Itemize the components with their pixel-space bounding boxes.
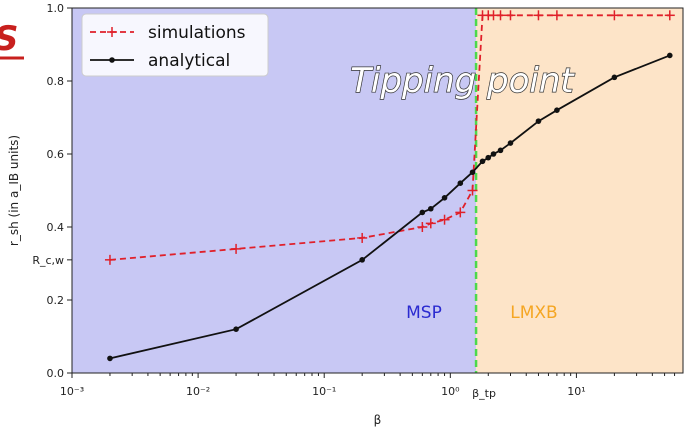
simulations-point xyxy=(104,254,115,265)
simulations-point xyxy=(417,222,428,232)
x-tick-label: 10⁻¹ xyxy=(312,385,336,398)
y-tick-label: 0.4 xyxy=(47,221,65,234)
background-regions xyxy=(72,8,683,373)
y-tick-label: 1.0 xyxy=(47,2,65,15)
analytical-point xyxy=(359,257,365,263)
analytical-point xyxy=(490,151,497,157)
y-tick-label: 0.8 xyxy=(47,75,65,88)
y-axis-label: r_sh (in a_IB units) xyxy=(7,135,21,246)
legend-marker-dot xyxy=(109,57,115,63)
analytical-point xyxy=(441,195,448,201)
y-tick-label: 0.0 xyxy=(47,367,65,380)
analytical-point xyxy=(469,169,476,176)
x-tick-label: 10⁰ xyxy=(441,385,460,398)
simulations-point xyxy=(609,10,620,21)
analytical-point xyxy=(419,209,426,216)
y-tick-label: 0.2 xyxy=(47,294,65,307)
analytical-point xyxy=(233,326,239,333)
tipping-point-tick-label: β_tp xyxy=(472,387,496,400)
region-label-msp: MSP xyxy=(406,303,442,323)
analytical-point xyxy=(479,158,486,165)
simulations-point xyxy=(467,185,478,196)
legend-label-analytical: analytical xyxy=(148,51,230,71)
y-tick-label: 0.6 xyxy=(47,148,65,161)
analytical-point xyxy=(535,118,542,124)
x-axis-label: β xyxy=(374,413,382,427)
data-series xyxy=(104,10,675,362)
tipping-point-annotation: Tipping point xyxy=(350,61,575,101)
plot-frame xyxy=(71,7,684,374)
region-label-lmxb: LMXB xyxy=(510,303,557,323)
analytical-point xyxy=(107,355,113,362)
corner-fragment-text: S xyxy=(0,19,19,59)
simulations-point xyxy=(664,10,675,21)
analytical-point xyxy=(457,180,464,186)
simulations-point xyxy=(357,232,368,243)
analytical-point xyxy=(427,205,434,212)
analytical-point xyxy=(485,154,492,161)
analytical-point xyxy=(554,107,560,113)
x-tick-label: 10¹ xyxy=(567,385,585,398)
legend-label-simulations: simulations xyxy=(148,23,246,43)
analytical-point xyxy=(497,147,504,154)
simulations-point xyxy=(551,10,562,21)
legend: simulations analytical xyxy=(81,13,269,77)
analytical-point xyxy=(611,74,618,81)
analytical-point xyxy=(666,52,673,59)
simulations-point xyxy=(439,214,450,225)
simulations-point xyxy=(231,243,242,254)
simulations-point xyxy=(495,10,506,21)
region-lmxb xyxy=(476,8,683,373)
simulations-point xyxy=(505,10,516,21)
analytical-point xyxy=(507,140,514,146)
simulations-point xyxy=(425,218,436,229)
axis-ticks: 10⁻³ 10⁻² 10⁻¹ 10⁰ 10¹ 0.0 0.2 0.4 0.6 0.8 1.0 R_c,… xyxy=(32,2,676,400)
axes-frame xyxy=(71,7,684,374)
x-tick-label: 10⁻³ xyxy=(60,385,84,398)
y-extra-tick-label: R_c,w xyxy=(32,254,64,267)
simulations-point xyxy=(455,207,466,218)
simulations-point xyxy=(533,10,544,21)
x-tick-label: 10⁻² xyxy=(186,385,210,398)
